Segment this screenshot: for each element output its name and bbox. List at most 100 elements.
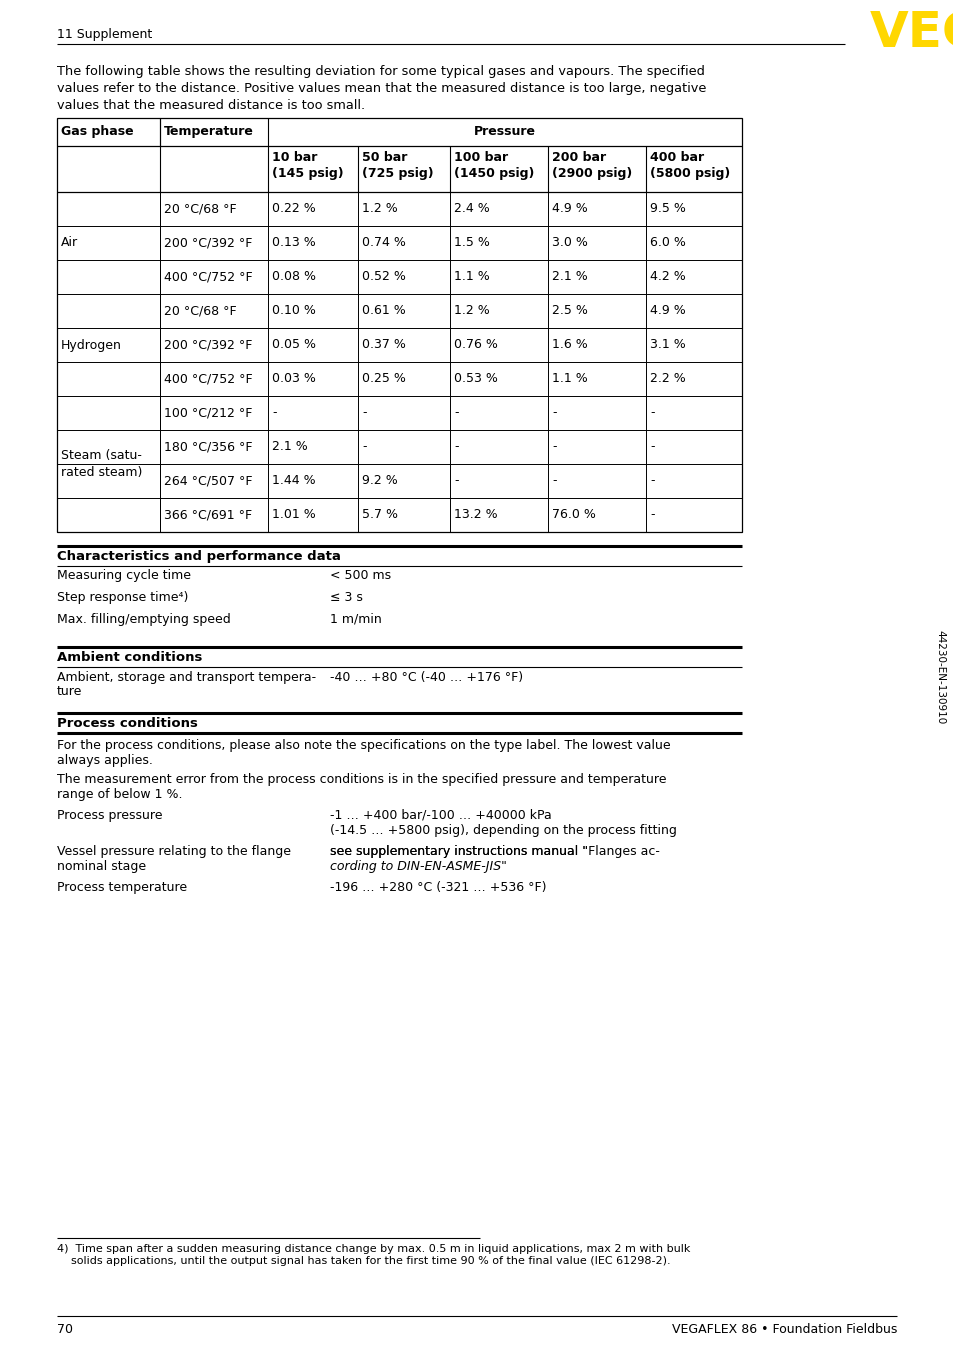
Text: 9.2 %: 9.2 % (361, 474, 397, 487)
Text: 1.1 %: 1.1 % (552, 372, 587, 385)
Text: -: - (649, 440, 654, 454)
Text: 2.4 %: 2.4 % (454, 202, 489, 215)
Text: Characteristics and performance data: Characteristics and performance data (57, 550, 340, 563)
Text: 6.0 %: 6.0 % (649, 236, 685, 249)
Text: 2.1 %: 2.1 % (272, 440, 308, 454)
Text: 5.7 %: 5.7 % (361, 508, 397, 521)
Text: 1 m/min: 1 m/min (330, 613, 381, 626)
Text: solids applications, until the output signal has taken for the first time 90 % o: solids applications, until the output si… (71, 1257, 670, 1266)
Text: 0.05 %: 0.05 % (272, 338, 315, 351)
Text: 2.1 %: 2.1 % (552, 269, 587, 283)
Text: range of below 1 %.: range of below 1 %. (57, 788, 182, 802)
Text: -: - (552, 474, 556, 487)
Text: Ambient conditions: Ambient conditions (57, 651, 202, 663)
Text: < 500 ms: < 500 ms (330, 569, 391, 582)
Text: -: - (454, 440, 458, 454)
Text: 366 °C/691 °F: 366 °C/691 °F (164, 508, 252, 521)
Text: -: - (649, 406, 654, 418)
Text: VEGA: VEGA (869, 9, 953, 58)
Text: 200 bar
(2900 psig): 200 bar (2900 psig) (552, 152, 632, 180)
Text: 4)  Time span after a sudden measuring distance change by max. 0.5 m in liquid a: 4) Time span after a sudden measuring di… (57, 1244, 690, 1254)
Text: 400 bar
(5800 psig): 400 bar (5800 psig) (649, 152, 729, 180)
Text: Gas phase: Gas phase (61, 125, 133, 138)
Text: 3.1 %: 3.1 % (649, 338, 685, 351)
Text: 100 bar
(1450 psig): 100 bar (1450 psig) (454, 152, 534, 180)
Text: 4.9 %: 4.9 % (552, 202, 587, 215)
Bar (57, 118, 741, 532)
Text: -: - (454, 474, 458, 487)
Text: -: - (552, 406, 556, 418)
Text: 0.13 %: 0.13 % (272, 236, 315, 249)
Text: Process pressure: Process pressure (57, 808, 162, 822)
Text: 400 °C/752 °F: 400 °C/752 °F (164, 269, 253, 283)
Text: Process conditions: Process conditions (57, 718, 197, 730)
Text: 0.08 %: 0.08 % (272, 269, 315, 283)
Text: nominal stage: nominal stage (57, 860, 146, 873)
Text: ≤ 3 s: ≤ 3 s (330, 590, 362, 604)
Text: 10 bar
(145 psig): 10 bar (145 psig) (272, 152, 343, 180)
Text: cording to DIN-EN-ASME-JIS​": cording to DIN-EN-ASME-JIS​" (330, 860, 506, 873)
Text: 3.0 %: 3.0 % (552, 236, 587, 249)
Text: 180 °C/356 °F: 180 °C/356 °F (164, 440, 253, 454)
Text: 50 bar
(725 psig): 50 bar (725 psig) (361, 152, 434, 180)
Text: -1 … +400 bar/-100 … +40000 kPa: -1 … +400 bar/-100 … +40000 kPa (330, 808, 551, 822)
Text: Process temperature: Process temperature (57, 881, 187, 894)
Text: Pressure: Pressure (474, 125, 536, 138)
Text: 200 °C/392 °F: 200 °C/392 °F (164, 236, 253, 249)
Text: 0.10 %: 0.10 % (272, 305, 315, 317)
Text: -: - (649, 474, 654, 487)
Text: (-14.5 … +5800 psig), depending on the process fitting: (-14.5 … +5800 psig), depending on the p… (330, 825, 677, 837)
Text: 0.03 %: 0.03 % (272, 372, 315, 385)
Text: 1.44 %: 1.44 % (272, 474, 315, 487)
Text: 0.53 %: 0.53 % (454, 372, 497, 385)
Text: 20 °C/68 °F: 20 °C/68 °F (164, 202, 236, 215)
Text: -: - (361, 440, 366, 454)
Text: values that the measured distance is too small.: values that the measured distance is too… (57, 99, 365, 112)
Text: The following table shows the resulting deviation for some typical gases and vap: The following table shows the resulting … (57, 65, 704, 79)
Text: 0.37 %: 0.37 % (361, 338, 405, 351)
Text: Measuring cycle time: Measuring cycle time (57, 569, 191, 582)
Text: Step response time⁴): Step response time⁴) (57, 590, 188, 604)
Text: 2.5 %: 2.5 % (552, 305, 587, 317)
Text: Ambient, storage and transport tempera-: Ambient, storage and transport tempera- (57, 672, 315, 684)
Text: The measurement error from the process conditions is in the specified pressure a: The measurement error from the process c… (57, 773, 666, 787)
Text: 1.5 %: 1.5 % (454, 236, 489, 249)
Text: 1.2 %: 1.2 % (454, 305, 489, 317)
Text: 100 °C/212 °F: 100 °C/212 °F (164, 406, 253, 418)
Text: For the process conditions, please also note the specifications on the type labe: For the process conditions, please also … (57, 739, 670, 751)
Text: -: - (272, 406, 276, 418)
Text: see supplementary instructions manual "​Flanges ac-: see supplementary instructions manual "​… (330, 845, 659, 858)
Text: see supplementary instructions manual ": see supplementary instructions manual " (330, 845, 587, 858)
Text: 76.0 %: 76.0 % (552, 508, 596, 521)
Text: always applies.: always applies. (57, 754, 152, 766)
Text: 0.22 %: 0.22 % (272, 202, 315, 215)
Text: ture: ture (57, 685, 82, 699)
Text: Steam (satu-
rated steam): Steam (satu- rated steam) (61, 450, 142, 479)
Text: 264 °C/507 °F: 264 °C/507 °F (164, 474, 253, 487)
Text: -: - (649, 508, 654, 521)
Text: 0.74 %: 0.74 % (361, 236, 405, 249)
Text: -: - (552, 440, 556, 454)
Text: values refer to the distance. Positive values mean that the measured distance is: values refer to the distance. Positive v… (57, 83, 705, 95)
Text: 4.9 %: 4.9 % (649, 305, 685, 317)
Text: 11 Supplement: 11 Supplement (57, 28, 152, 41)
Text: 1.2 %: 1.2 % (361, 202, 397, 215)
Text: 70: 70 (57, 1323, 73, 1336)
Text: -: - (361, 406, 366, 418)
Text: -: - (454, 406, 458, 418)
Text: 200 °C/392 °F: 200 °C/392 °F (164, 338, 253, 351)
Text: Vessel pressure relating to the flange: Vessel pressure relating to the flange (57, 845, 291, 858)
Text: 1.01 %: 1.01 % (272, 508, 315, 521)
Text: 400 °C/752 °F: 400 °C/752 °F (164, 372, 253, 385)
Text: -196 … +280 °C (-321 … +536 °F): -196 … +280 °C (-321 … +536 °F) (330, 881, 546, 894)
Text: VEGAFLEX 86 • Foundation Fieldbus: VEGAFLEX 86 • Foundation Fieldbus (671, 1323, 896, 1336)
Text: 0.76 %: 0.76 % (454, 338, 497, 351)
Text: 9.5 %: 9.5 % (649, 202, 685, 215)
Text: -40 … +80 °C (-40 … +176 °F): -40 … +80 °C (-40 … +176 °F) (330, 672, 522, 684)
Text: 0.25 %: 0.25 % (361, 372, 405, 385)
Text: 2.2 %: 2.2 % (649, 372, 685, 385)
Text: 13.2 %: 13.2 % (454, 508, 497, 521)
Text: 4.2 %: 4.2 % (649, 269, 685, 283)
Text: Max. filling/emptying speed: Max. filling/emptying speed (57, 613, 231, 626)
Text: Air: Air (61, 237, 78, 249)
